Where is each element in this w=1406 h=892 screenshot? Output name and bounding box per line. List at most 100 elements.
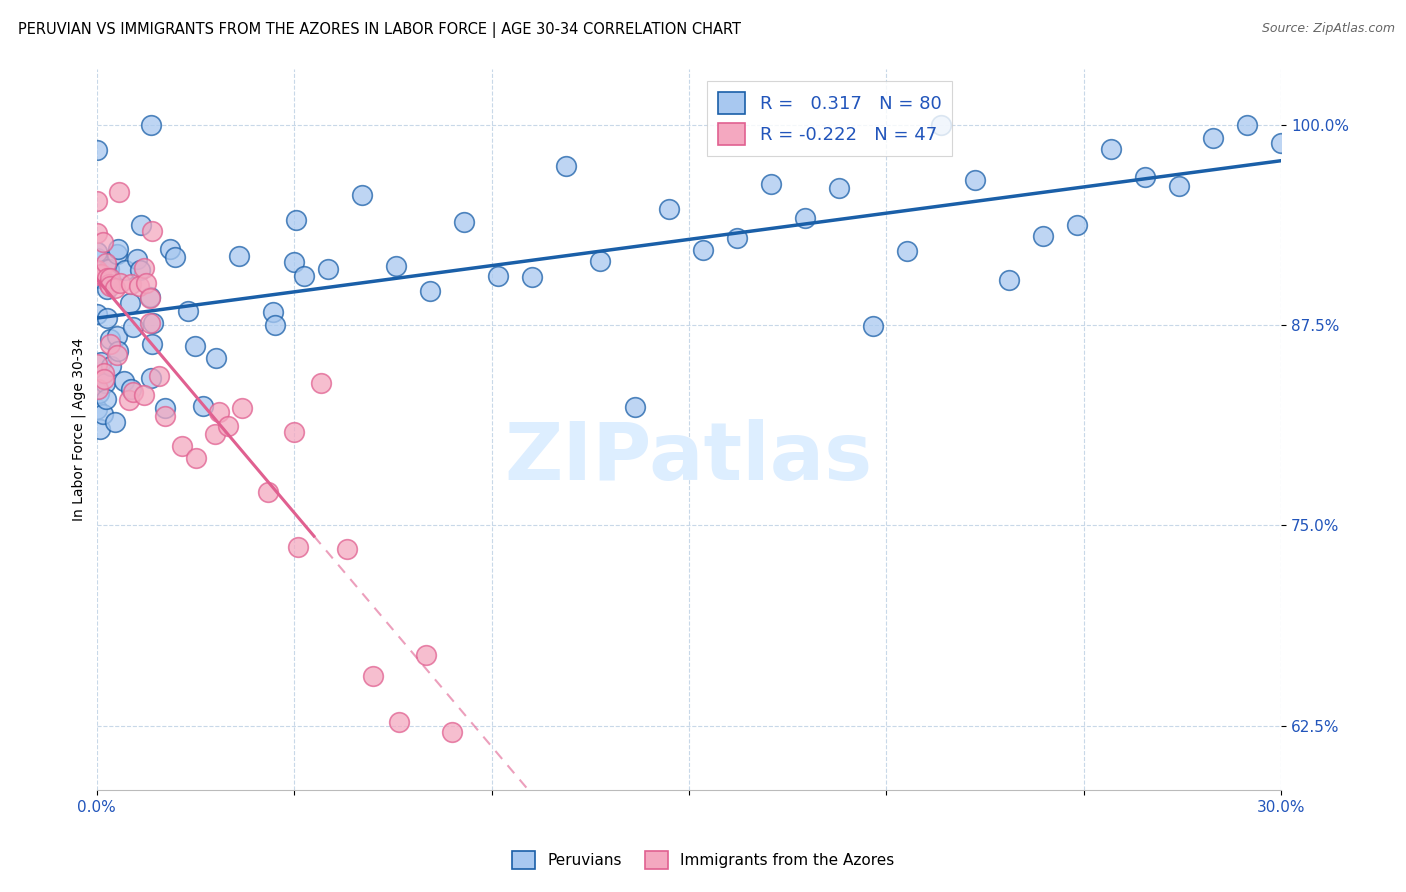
Point: [135, 276, 157, 290]
Point: [998, 273, 1021, 287]
Point: [453, 215, 475, 229]
Point: [385, 259, 408, 273]
Point: [555, 160, 578, 174]
Point: [283, 425, 305, 439]
Point: [759, 178, 782, 192]
Text: ZIPatlas: ZIPatlas: [505, 419, 873, 497]
Point: [139, 291, 162, 305]
Point: [120, 382, 142, 396]
Point: [86, 357, 108, 371]
Point: [963, 172, 986, 186]
Point: [98, 332, 121, 346]
Point: [153, 409, 176, 423]
Point: [172, 439, 194, 453]
Legend: R =   0.317   N = 80, R = -0.222   N = 47: R = 0.317 N = 80, R = -0.222 N = 47: [707, 81, 952, 156]
Point: [264, 318, 287, 333]
Point: [204, 427, 226, 442]
Point: [692, 244, 714, 258]
Point: [97, 262, 120, 277]
Point: [96, 310, 118, 325]
Point: [896, 244, 918, 258]
Point: [186, 451, 208, 466]
Point: [292, 269, 315, 284]
Point: [285, 213, 308, 227]
Point: [208, 405, 231, 419]
Point: [98, 277, 121, 291]
Point: [142, 316, 165, 330]
Point: [828, 181, 851, 195]
Point: [658, 202, 681, 216]
Point: [129, 218, 152, 232]
Point: [98, 337, 121, 351]
Point: [141, 371, 163, 385]
Point: [623, 400, 645, 414]
Point: [262, 305, 284, 319]
Point: [287, 540, 309, 554]
Point: [415, 648, 437, 662]
Point: [86, 244, 108, 259]
Point: [1099, 142, 1122, 156]
Point: [89, 271, 111, 285]
Point: [228, 249, 250, 263]
Point: [1202, 130, 1225, 145]
Point: [153, 401, 176, 415]
Point: [120, 277, 142, 292]
Point: [108, 276, 131, 290]
Point: [112, 374, 135, 388]
Point: [177, 304, 200, 318]
Point: [316, 261, 339, 276]
Point: [361, 669, 384, 683]
Point: [91, 407, 114, 421]
Point: [104, 281, 127, 295]
Point: [93, 371, 115, 385]
Legend: Peruvians, Immigrants from the Azores: Peruvians, Immigrants from the Azores: [506, 845, 900, 875]
Point: [138, 316, 160, 330]
Point: [105, 247, 128, 261]
Point: [589, 254, 612, 268]
Point: [217, 419, 239, 434]
Point: [141, 224, 163, 238]
Point: [725, 230, 748, 244]
Point: [86, 263, 108, 277]
Point: [352, 188, 374, 202]
Point: [86, 143, 108, 157]
Point: [128, 263, 150, 277]
Point: [336, 542, 359, 557]
Point: [86, 251, 108, 265]
Point: [90, 267, 112, 281]
Point: [309, 376, 332, 390]
Point: [107, 343, 129, 358]
Point: [91, 235, 114, 249]
Point: [163, 250, 186, 264]
Point: [97, 261, 120, 276]
Point: [148, 368, 170, 383]
Point: [107, 185, 129, 199]
Point: [107, 242, 129, 256]
Point: [441, 725, 464, 739]
Point: [205, 351, 228, 366]
Point: [128, 279, 150, 293]
Point: [134, 261, 156, 276]
Point: [86, 382, 108, 396]
Point: [87, 264, 110, 278]
Point: [105, 348, 128, 362]
Point: [90, 355, 112, 369]
Point: [134, 388, 156, 402]
Point: [388, 715, 411, 730]
Point: [87, 385, 110, 400]
Point: [94, 255, 117, 269]
Point: [139, 118, 162, 132]
Point: [419, 284, 441, 298]
Text: Source: ZipAtlas.com: Source: ZipAtlas.com: [1261, 22, 1395, 36]
Point: [120, 296, 142, 310]
Point: [283, 255, 305, 269]
Point: [86, 402, 108, 417]
Point: [122, 384, 145, 399]
Point: [93, 366, 115, 380]
Point: [929, 118, 952, 132]
Point: [96, 282, 118, 296]
Point: [1236, 118, 1258, 132]
Point: [105, 329, 128, 343]
Point: [159, 242, 181, 256]
Point: [86, 226, 108, 240]
